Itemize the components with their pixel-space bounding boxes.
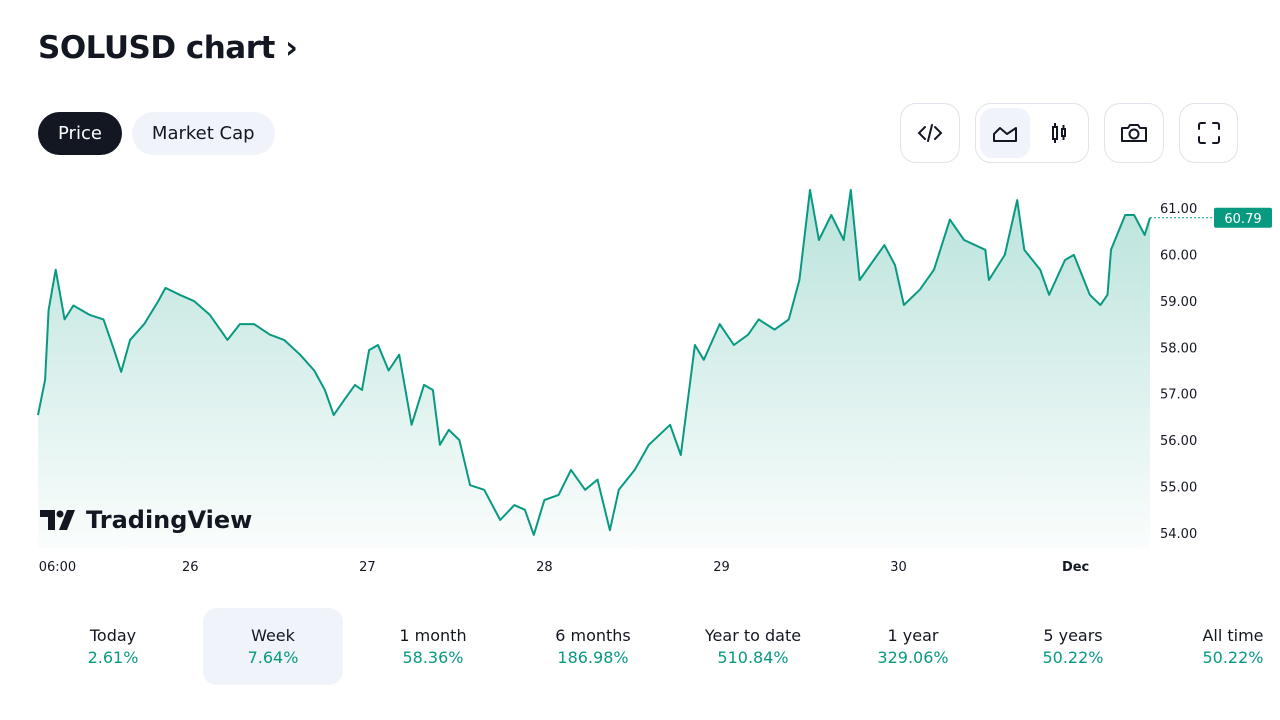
period-1-year[interactable]: 1 year 329.06% (843, 608, 983, 685)
x-tick-label: Dec (1062, 560, 1089, 575)
price-line (37, 188, 1151, 536)
period-change: 58.36% (402, 648, 464, 667)
period-change: 186.98% (557, 648, 629, 667)
tradingview-logo-icon (40, 510, 75, 530)
embed-code-icon (917, 124, 943, 142)
x-tick-label: 30 (890, 560, 907, 575)
candles-icon (1052, 123, 1066, 143)
y-tick-label: 56.00 (1160, 434, 1197, 449)
period-change: 2.61% (87, 648, 139, 667)
candles-style-button[interactable] (1034, 108, 1084, 158)
y-tick-label: 60.00 (1160, 248, 1197, 263)
period-today[interactable]: Today 2.61% (43, 608, 183, 685)
x-tick-label: 28 (536, 560, 553, 575)
y-tick-label: 59.00 (1160, 295, 1197, 310)
x-tick-label: 27 (359, 560, 376, 575)
camera-icon (1121, 124, 1147, 142)
period-label: Today (89, 626, 137, 645)
y-tick-label: 57.00 (1160, 388, 1197, 403)
last-price-label: 60.79 (1150, 207, 1272, 228)
period-year-to-date[interactable]: Year to date 510.84% (683, 608, 823, 685)
fullscreen-icon (1197, 122, 1220, 144)
period-change: 329.06% (877, 648, 949, 667)
watermark-text: TradingView (86, 506, 253, 534)
period-label: Week (251, 626, 295, 645)
y-tick-label: 55.00 (1160, 481, 1197, 496)
period-week[interactable]: Week 7.64% (203, 608, 343, 685)
chart-type-tabs: Price Market Cap (38, 112, 275, 155)
x-tick-label: 06:00 (39, 560, 76, 575)
period-5-years[interactable]: 5 years 50.22% (1003, 608, 1143, 685)
period-all-time[interactable]: All time 50.22% (1163, 608, 1280, 685)
y-tick-label: 61.00 (1160, 202, 1197, 217)
period-label: All time (1202, 626, 1264, 645)
period-label: 1 month (399, 626, 467, 645)
period-change: 510.84% (717, 648, 789, 667)
last-price-tag (1214, 207, 1272, 228)
snapshot-button[interactable] (1104, 103, 1164, 163)
price-area-fill (38, 189, 1150, 548)
tab-market-cap[interactable]: Market Cap (131, 112, 275, 155)
period-label: 1 year (887, 626, 939, 645)
page-title[interactable]: SOLUSD chart › (38, 30, 298, 66)
area-chart-icon (993, 127, 1017, 142)
last-price-text: 60.79 (1224, 212, 1261, 227)
price-chart[interactable]: 54.00 55.00 56.00 57.00 58.00 59.00 60.00 61.00… (0, 170, 1280, 590)
period-selector: Today 2.61% Week 7.64% 1 month 58.36% 6 months… (43, 608, 1280, 685)
period-1-month[interactable]: 1 month 58.36% (363, 608, 503, 685)
period-label: Year to date (704, 626, 802, 645)
y-tick-label: 54.00 (1160, 527, 1197, 542)
period-label: 5 years (1043, 626, 1103, 645)
tradingview-logo[interactable]: TradingView (40, 506, 252, 534)
fullscreen-button[interactable] (1179, 103, 1238, 163)
chart-style-group (975, 103, 1089, 163)
tab-price[interactable]: Price (38, 112, 122, 155)
period-change: 7.64% (247, 648, 299, 667)
period-label: 6 months (555, 626, 631, 645)
x-tick-label: 26 (182, 560, 199, 575)
embed-button[interactable] (900, 103, 960, 163)
period-6-months[interactable]: 6 months 186.98% (523, 608, 663, 685)
y-tick-label: 58.00 (1160, 341, 1197, 356)
area-style-button[interactable] (980, 108, 1030, 158)
x-tick-label: 29 (713, 560, 730, 575)
period-change: 50.22% (1202, 648, 1264, 667)
period-change: 50.22% (1042, 648, 1104, 667)
